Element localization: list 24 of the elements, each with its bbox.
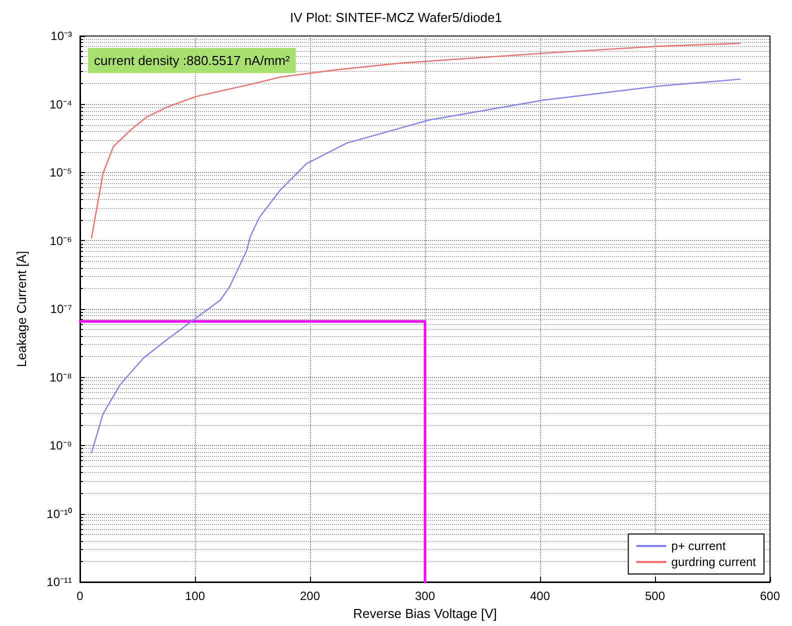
y-tick-label: 10⁻¹⁰	[46, 506, 72, 521]
y-tick-label: 10⁻⁸	[50, 370, 72, 384]
y-tick-label: 10⁻¹¹	[46, 575, 72, 589]
annotation: current density :880.5517 nA/mm²	[94, 53, 290, 68]
y-tick-label: 10⁻⁹	[50, 438, 72, 452]
y-tick-label: 10⁻³	[50, 29, 72, 43]
y-tick-label: 10⁻⁷	[50, 302, 72, 316]
line-series	[90, 42, 741, 239]
chart-title: IV Plot: SINTEF-MCZ Wafer5/diode1	[290, 10, 502, 25]
y-tick-label: 10⁻⁶	[50, 234, 72, 248]
x-axis-title: Reverse Bias Voltage [V]	[353, 606, 497, 621]
y-tick-label: 10⁻⁴	[49, 97, 72, 112]
legend-label: p+ current	[671, 539, 726, 553]
x-tick-label: 400	[530, 589, 550, 603]
x-tick-label: 500	[644, 589, 666, 603]
y-axis-title: Leakage Current [A]	[14, 250, 29, 368]
legend-label: gurdring current	[671, 555, 757, 569]
x-tick-label: 200	[300, 589, 320, 603]
x-tick-label: 600	[760, 589, 780, 603]
x-tick-label: 0	[76, 589, 84, 603]
x-tick-label: 100	[184, 589, 206, 603]
y-tick-label: 10⁻⁵	[50, 166, 72, 180]
line-series	[90, 78, 741, 454]
x-tick-label: 300	[414, 589, 436, 603]
